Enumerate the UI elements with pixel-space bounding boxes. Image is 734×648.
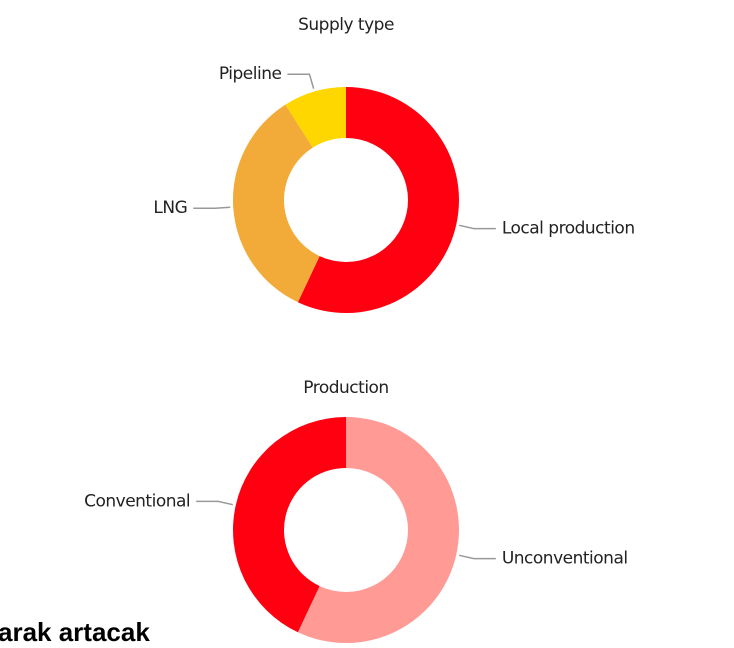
donut-slice: [297, 87, 460, 314]
leader-line: [193, 206, 231, 209]
leader-line: [459, 554, 496, 560]
leader-line: [287, 73, 315, 89]
slice-label: LNG: [153, 198, 187, 218]
donut-slice: [297, 417, 459, 643]
caption: arak artacak: [0, 617, 150, 647]
donut-slice: [233, 104, 320, 303]
slice-label: Local production: [502, 219, 635, 239]
slice-label: Unconventional: [502, 549, 628, 569]
leader-line: [459, 224, 496, 230]
donut-slice: [285, 87, 346, 148]
donut-slice: [232, 417, 346, 633]
chart-title: Supply type: [298, 15, 394, 35]
slice-label: Pipeline: [219, 64, 282, 84]
slice-label: Conventional: [84, 491, 190, 511]
chart-title: Production: [303, 378, 388, 398]
leader-line: [196, 500, 233, 506]
